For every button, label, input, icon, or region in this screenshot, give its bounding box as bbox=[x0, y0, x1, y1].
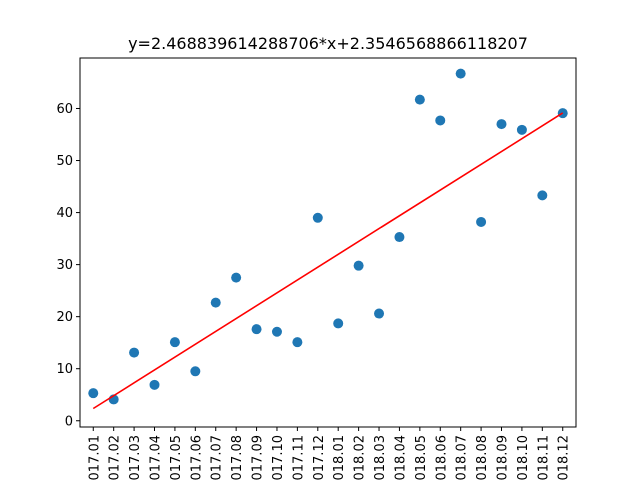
data-point bbox=[374, 308, 385, 319]
chart-title: y=2.468839614288706*x+2.3546568866118207 bbox=[128, 34, 528, 53]
data-point bbox=[394, 232, 405, 243]
x-tick-label: 2017.05 bbox=[169, 435, 184, 480]
x-tick-label: 2017.01 bbox=[87, 435, 102, 480]
x-tick-label: 2018.02 bbox=[353, 435, 368, 480]
data-point bbox=[435, 115, 446, 126]
x-tick-label: 2018.05 bbox=[414, 435, 429, 480]
regression-line bbox=[92, 112, 564, 410]
y-tick-label: 50 bbox=[56, 154, 73, 169]
x-tick-label: 2017.03 bbox=[128, 435, 143, 480]
x-tick-label: 2017.11 bbox=[291, 435, 306, 480]
x-tick-label: 2017.07 bbox=[210, 435, 225, 480]
x-tick-label: 2018.07 bbox=[455, 435, 470, 480]
data-point bbox=[169, 337, 180, 348]
data-point bbox=[271, 326, 282, 337]
plot-area-frame bbox=[79, 57, 577, 428]
data-point bbox=[292, 337, 303, 348]
data-point bbox=[333, 318, 344, 329]
x-tick-label: 2017.08 bbox=[230, 435, 245, 480]
x-tick-label: 2018.01 bbox=[332, 435, 347, 480]
data-point bbox=[88, 388, 99, 399]
data-point bbox=[149, 379, 160, 390]
x-tick-label: 2018.10 bbox=[516, 435, 531, 480]
y-tick-label: 10 bbox=[56, 362, 73, 377]
x-tick-label: 2017.02 bbox=[108, 435, 123, 480]
data-point bbox=[537, 190, 548, 201]
data-point bbox=[251, 324, 262, 335]
x-tick-label: 2018.03 bbox=[373, 435, 388, 480]
x-tick-label: 2017.12 bbox=[312, 435, 327, 480]
y-tick-label: 60 bbox=[56, 102, 73, 117]
y-tick-label: 30 bbox=[56, 258, 73, 273]
x-tick-label: 2018.04 bbox=[393, 435, 408, 480]
y-tick-label: 40 bbox=[56, 206, 73, 221]
x-tick-label: 2018.12 bbox=[557, 435, 572, 480]
data-point bbox=[414, 94, 425, 105]
data-point bbox=[496, 119, 507, 130]
x-tick-label: 2017.10 bbox=[271, 435, 286, 480]
x-tick-label: 2018.11 bbox=[536, 435, 551, 480]
data-point bbox=[231, 272, 242, 283]
x-tick-label: 2018.08 bbox=[475, 435, 490, 480]
data-point bbox=[516, 124, 527, 135]
y-tick-label: 20 bbox=[56, 310, 73, 325]
x-tick-label: 2017.09 bbox=[251, 435, 266, 480]
data-point bbox=[312, 212, 323, 223]
x-tick-label: 2017.04 bbox=[149, 435, 164, 480]
data-point bbox=[455, 68, 466, 79]
data-point bbox=[190, 366, 201, 377]
data-point bbox=[476, 216, 487, 227]
x-tick-label: 2018.09 bbox=[495, 435, 510, 480]
x-tick-label: 2018.06 bbox=[434, 435, 449, 480]
x-tick-label: 2017.06 bbox=[189, 435, 204, 480]
data-point bbox=[210, 297, 221, 308]
data-point bbox=[129, 347, 140, 358]
data-point bbox=[353, 260, 364, 271]
y-tick-label: 0 bbox=[65, 414, 73, 429]
